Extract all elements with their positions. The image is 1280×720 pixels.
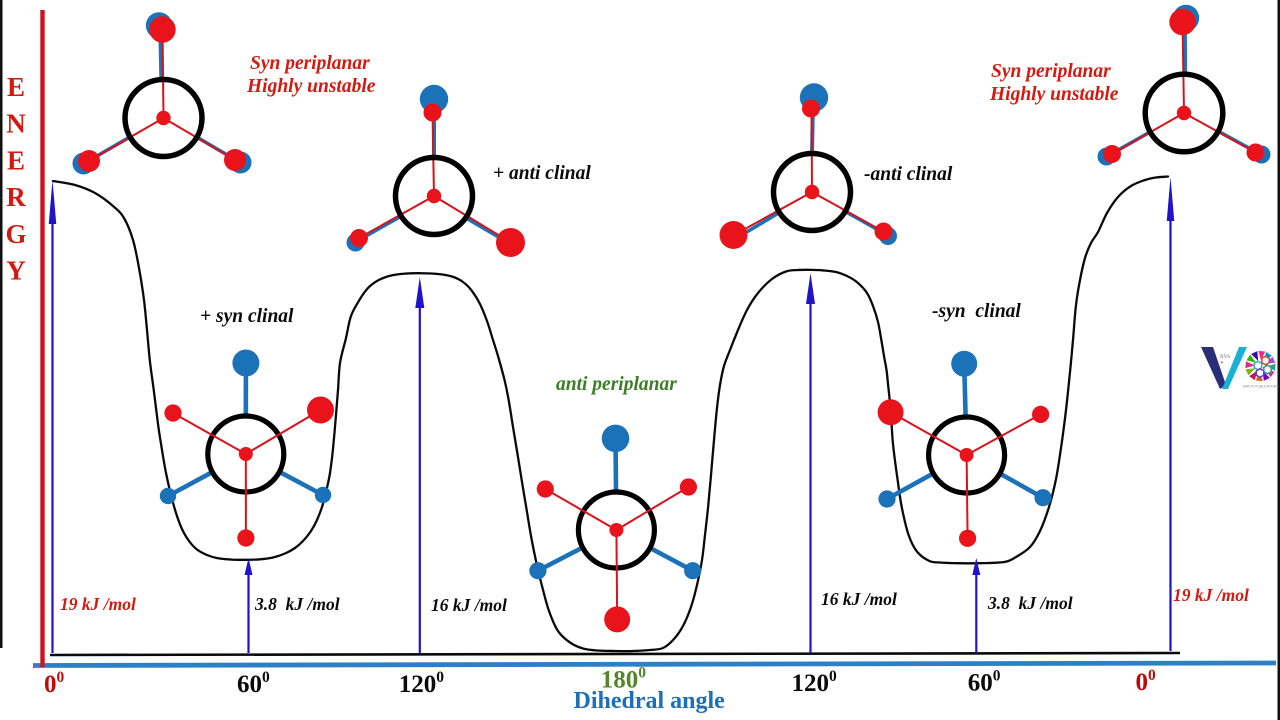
svg-text:16 kJ /mol: 16 kJ /mol <box>431 595 507 615</box>
svg-text:3.8 kJ /mol: 3.8 kJ /mol <box>987 593 1073 613</box>
svg-text:+ syn clinal: + syn clinal <box>200 306 294 327</box>
svg-text:-syn clinal: -syn clinal <box>932 301 1021 322</box>
svg-text:16 kJ /mol: 16 kJ /mol <box>821 589 897 609</box>
svg-text:✦: ✦ <box>1220 360 1224 366</box>
svg-text:G: G <box>5 219 26 249</box>
svg-text:N: N <box>6 109 26 139</box>
svg-text:Y: Y <box>6 256 26 286</box>
svg-text:-anti clinal: -anti clinal <box>864 164 953 185</box>
svg-text:19 kJ /mol: 19 kJ /mol <box>60 594 136 614</box>
svg-text:E: E <box>7 145 25 175</box>
svg-text:Highly unstable: Highly unstable <box>989 84 1119 105</box>
svg-text:3.8 kJ /mol: 3.8 kJ /mol <box>254 594 340 614</box>
svg-text:E: E <box>7 72 25 102</box>
svg-text:Syn periplanar: Syn periplanar <box>991 61 1111 82</box>
svg-text:Syn periplanar: Syn periplanar <box>250 53 370 74</box>
svg-text:SHRUTI PUBLICATIONS: SHRUTI PUBLICATIONS <box>1243 385 1279 389</box>
svg-text:+ anti clinal: + anti clinal <box>493 163 591 184</box>
svg-text:NVS: NVS <box>1220 355 1230 360</box>
svg-text:Dihedral angle: Dihedral angle <box>574 688 726 714</box>
svg-text:R: R <box>6 182 26 212</box>
svg-text:1200: 1200 <box>399 669 445 698</box>
svg-text:anti periplanar: anti periplanar <box>556 374 677 395</box>
svg-text:19 kJ /mol: 19 kJ /mol <box>1173 585 1249 605</box>
svg-text:Highly unstable: Highly unstable <box>246 76 376 97</box>
